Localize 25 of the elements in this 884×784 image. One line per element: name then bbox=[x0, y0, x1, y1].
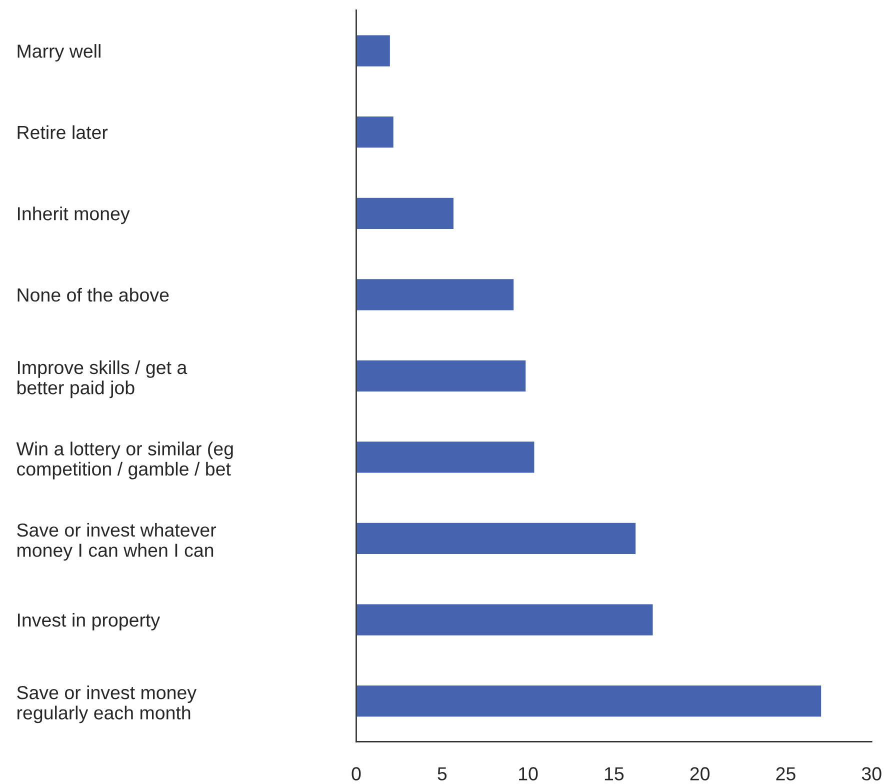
x-tick-label: 10 bbox=[519, 767, 538, 780]
bar bbox=[356, 684, 822, 718]
x-tick-label: 5 bbox=[438, 767, 447, 780]
y-tick-label: Save or invest whatever money I can when I can bbox=[17, 522, 216, 561]
x-tick-label: 30 bbox=[862, 767, 882, 780]
x-tick-label: 25 bbox=[776, 767, 796, 780]
y-tick-label: Invest in property bbox=[18, 612, 160, 630]
bar bbox=[356, 196, 455, 230]
y-tick-label: Marry well bbox=[18, 44, 100, 62]
bar bbox=[356, 115, 395, 150]
x-tick-label: 15 bbox=[604, 767, 624, 780]
bar bbox=[356, 358, 528, 393]
x-tick-label: 0 bbox=[352, 767, 361, 780]
y-tick-label: Save or invest money regularly each month bbox=[17, 685, 197, 724]
y-tick-label: Inherit money bbox=[18, 206, 130, 224]
bar bbox=[356, 278, 515, 312]
bar bbox=[356, 522, 637, 556]
bar bbox=[356, 440, 536, 474]
y-tick-label: Win a lottery or similar (eg competition / gamble / bet bbox=[16, 442, 233, 480]
x-tick-label: 20 bbox=[690, 767, 710, 780]
y-tick-label: None of the above bbox=[18, 288, 169, 302]
bar bbox=[356, 602, 654, 637]
y-tick-label: Retire later bbox=[18, 125, 108, 140]
bar bbox=[356, 34, 392, 68]
y-tick-label: Improve skills / get a better paid job bbox=[17, 360, 188, 398]
